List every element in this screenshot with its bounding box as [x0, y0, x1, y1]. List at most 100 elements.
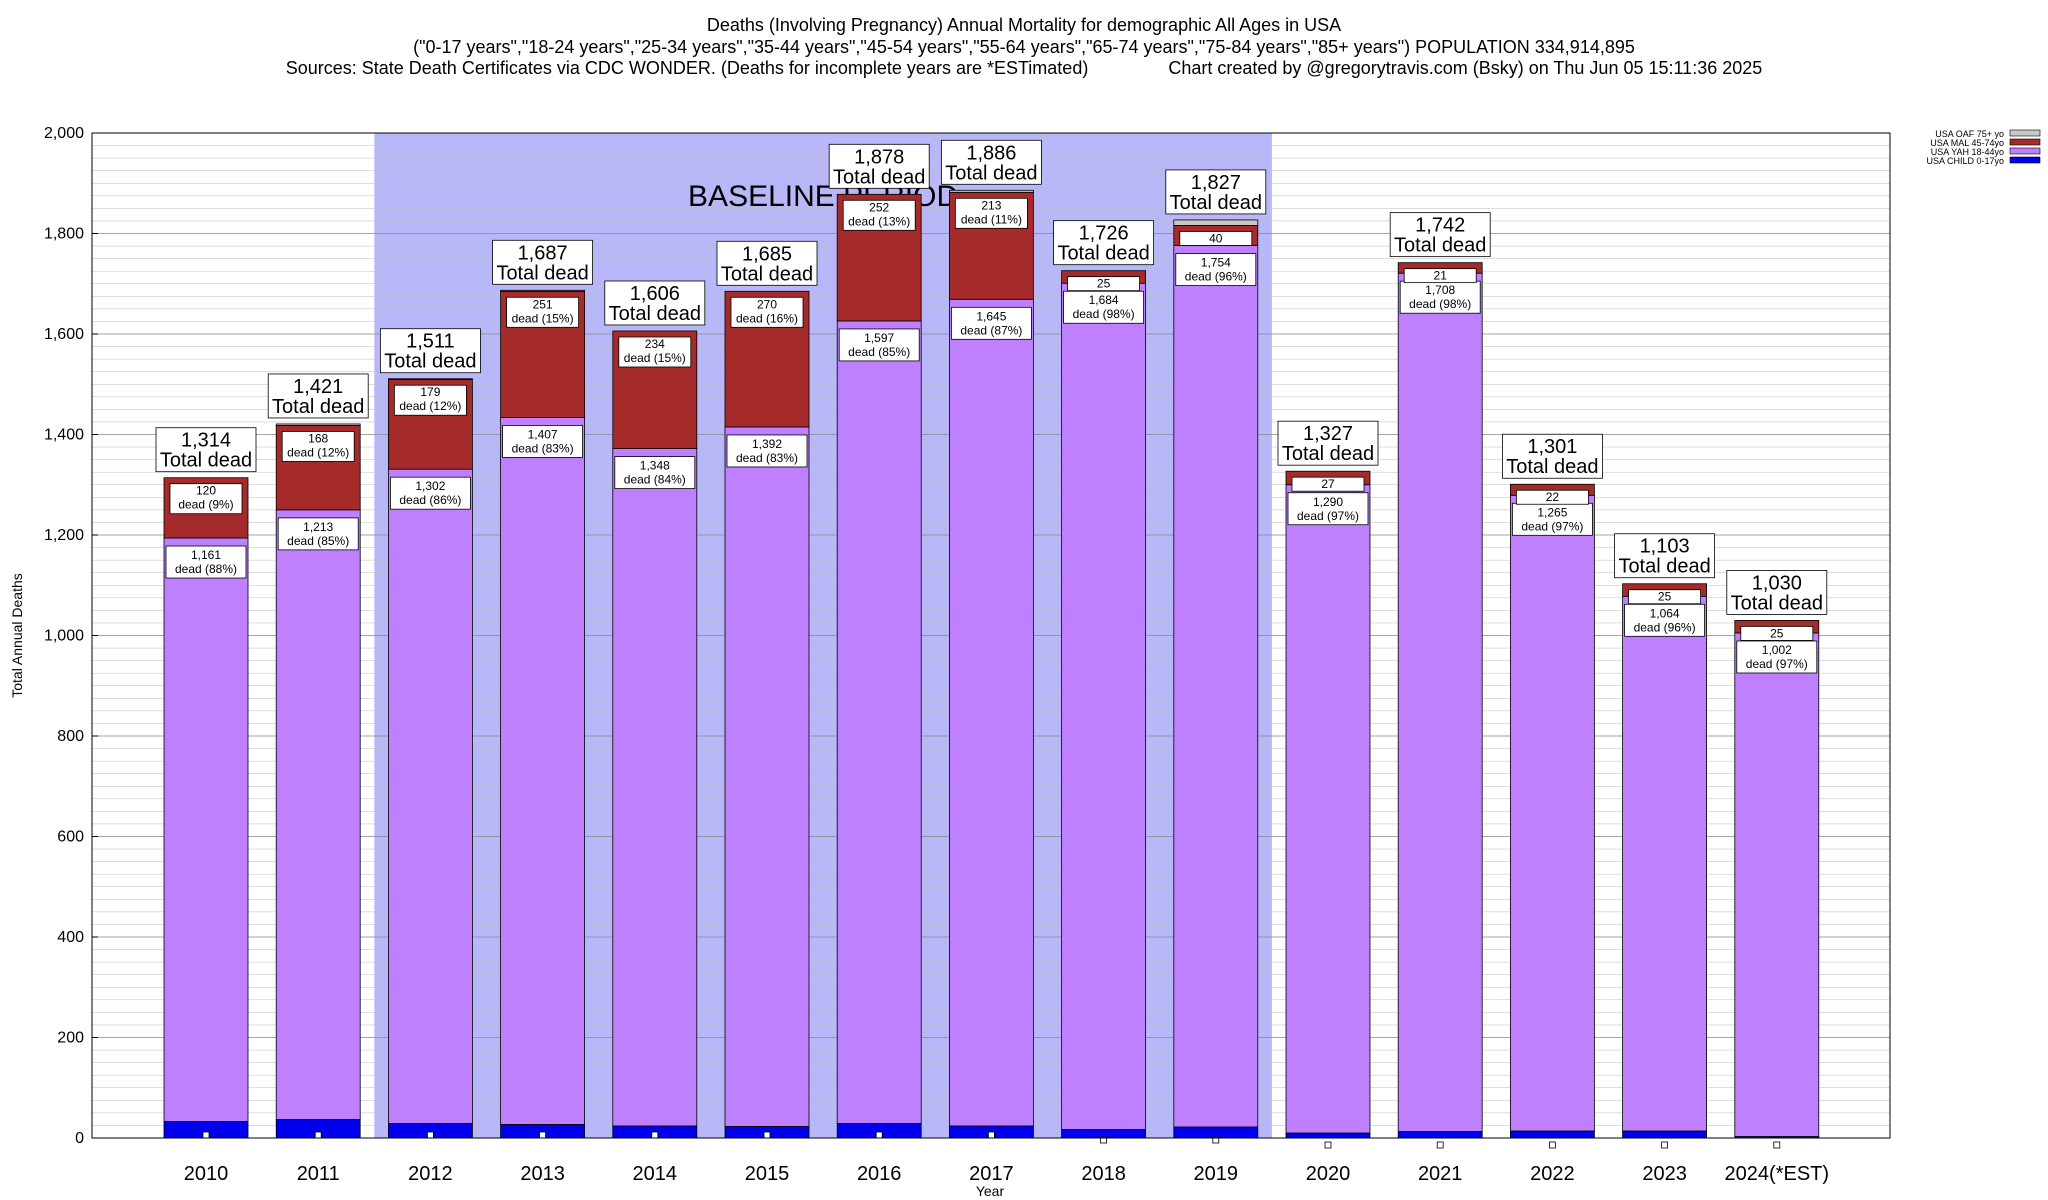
mal-value-label: 120	[196, 484, 216, 498]
child-value-marker	[1661, 1141, 1668, 1149]
mal-percent-label: dead (13%)	[848, 214, 910, 228]
yah-value-label: 1,392	[752, 437, 782, 451]
mal-value-label: 270	[757, 297, 777, 311]
yah-value-label: 1,290	[1313, 495, 1343, 509]
x-tick-label: 2017	[969, 1163, 1014, 1185]
yah-percent-label: dead (88%)	[175, 562, 237, 576]
child-value-marker	[875, 1131, 883, 1139]
yah-percent-label: dead (85%)	[287, 534, 349, 548]
total-dead-label: Total dead	[1282, 443, 1374, 465]
mal-value-label: 213	[981, 198, 1001, 212]
y-tick-label: 800	[57, 728, 84, 745]
chart-title: Deaths (Involving Pregnancy) Annual Mort…	[706, 15, 1342, 35]
child-value-marker	[1100, 1136, 1107, 1144]
mal-percent-label: dead (16%)	[736, 311, 798, 325]
total-value-label: 1,886	[966, 142, 1016, 164]
child-value-marker	[1436, 1141, 1444, 1149]
mal-percent-label: dead (15%)	[624, 351, 686, 365]
total-label-box	[1053, 220, 1154, 266]
mal-value-label: 25	[1658, 590, 1672, 604]
y-tick-label: 600	[57, 829, 84, 846]
mal-label-box	[730, 296, 804, 328]
total-value-label: 1,606	[630, 283, 680, 305]
yah-value-label: 1,265	[1537, 505, 1567, 519]
total-label-box	[941, 139, 1042, 185]
bar-segment-yah	[836, 320, 922, 1124]
total-dead-label: Total dead	[1170, 192, 1262, 214]
total-dead-label: Total dead	[1731, 592, 1823, 614]
mal-label-box	[955, 197, 1028, 229]
yah-value-label: 1,213	[303, 520, 333, 534]
y-tick-label: 1,000	[44, 628, 84, 645]
total-dead-label: Total dead	[721, 263, 813, 285]
yah-percent-label: dead (86%)	[399, 493, 461, 507]
total-dead-label: Total dead	[609, 303, 701, 325]
total-label-box	[716, 240, 818, 286]
y-tick-label: 200	[57, 1030, 84, 1047]
total-dead-label: Total dead	[945, 162, 1037, 184]
yah-percent-label: dead (98%)	[1073, 307, 1135, 321]
yah-value-label: 1,645	[976, 309, 1006, 323]
total-dead-label: Total dead	[496, 262, 588, 284]
x-tick-label: 2015	[745, 1163, 790, 1185]
yah-label-box	[726, 434, 808, 468]
chart-subtitle-sources: Sources: State Death Certificates via CD…	[285, 58, 1763, 78]
bar-segment-yah	[275, 509, 361, 1120]
mal-value-label: 40	[1209, 231, 1223, 245]
y-tick-label: 0	[75, 1130, 84, 1147]
yah-value-label: 1,002	[1762, 643, 1792, 657]
x-tick-label: 2013	[520, 1163, 565, 1185]
total-value-label: 1,327	[1303, 423, 1353, 445]
bar-segment-child	[1510, 1130, 1595, 1139]
mal-label-box	[1067, 276, 1140, 292]
y-tick-label: 1,400	[44, 427, 84, 444]
mal-percent-label: dead (11%)	[961, 212, 1022, 226]
mal-value-label: 168	[308, 431, 328, 445]
yah-value-label: 1,302	[415, 479, 445, 493]
total-value-label: 1,726	[1079, 223, 1129, 245]
x-tick-label: 2019	[1194, 1163, 1239, 1185]
yah-value-label: 1,407	[528, 427, 558, 441]
yah-label-box	[277, 517, 359, 551]
total-label-box	[1614, 533, 1715, 579]
bar-segment-yah	[387, 468, 473, 1124]
bar-segment-yah	[163, 537, 249, 1122]
child-value-marker	[1773, 1141, 1781, 1149]
total-dead-label: Total dead	[1057, 243, 1149, 265]
yah-percent-label: dead (98%)	[1409, 297, 1471, 311]
total-label-box	[828, 143, 930, 189]
total-dead-label: Total dead	[1506, 456, 1598, 478]
yah-percent-label: dead (84%)	[624, 473, 686, 487]
yah-percent-label: dead (83%)	[736, 451, 798, 465]
yah-label-box	[165, 545, 247, 579]
y-tick-label: 1,600	[44, 326, 84, 343]
total-label-box	[1389, 212, 1491, 258]
yah-label-box	[1512, 502, 1593, 536]
total-value-label: 1,827	[1191, 172, 1241, 194]
x-tick-label: 2018	[1081, 1163, 1126, 1185]
mal-label-box	[842, 199, 916, 231]
x-tick-label: 2022	[1530, 1163, 1575, 1185]
child-value-marker	[1324, 1141, 1332, 1149]
total-value-label: 1,301	[1527, 436, 1577, 458]
legend-label-yah: USA YAH 18-44yo	[1931, 147, 2004, 157]
mal-label-box	[169, 483, 243, 515]
y-tick-label: 1,200	[44, 527, 84, 544]
yah-percent-label: dead (87%)	[960, 323, 1022, 337]
bar-segment-oaf	[387, 378, 473, 380]
yah-percent-label: dead (97%)	[1746, 657, 1808, 671]
total-label-box	[155, 427, 257, 473]
child-value-marker	[202, 1131, 210, 1139]
y-tick-label: 400	[57, 929, 84, 946]
bar-segment-yah	[612, 448, 698, 1127]
total-dead-label: Total dead	[1618, 556, 1710, 578]
child-value-marker	[1549, 1141, 1556, 1149]
mal-value-label: 179	[420, 385, 440, 399]
x-axis-label: Year	[976, 1183, 1005, 1199]
yah-label-box	[614, 456, 696, 489]
mal-value-label: 22	[1546, 490, 1560, 504]
bar-segment-yah	[1510, 494, 1595, 1132]
yah-value-label: 1,708	[1425, 283, 1455, 297]
total-value-label: 1,878	[854, 146, 904, 168]
